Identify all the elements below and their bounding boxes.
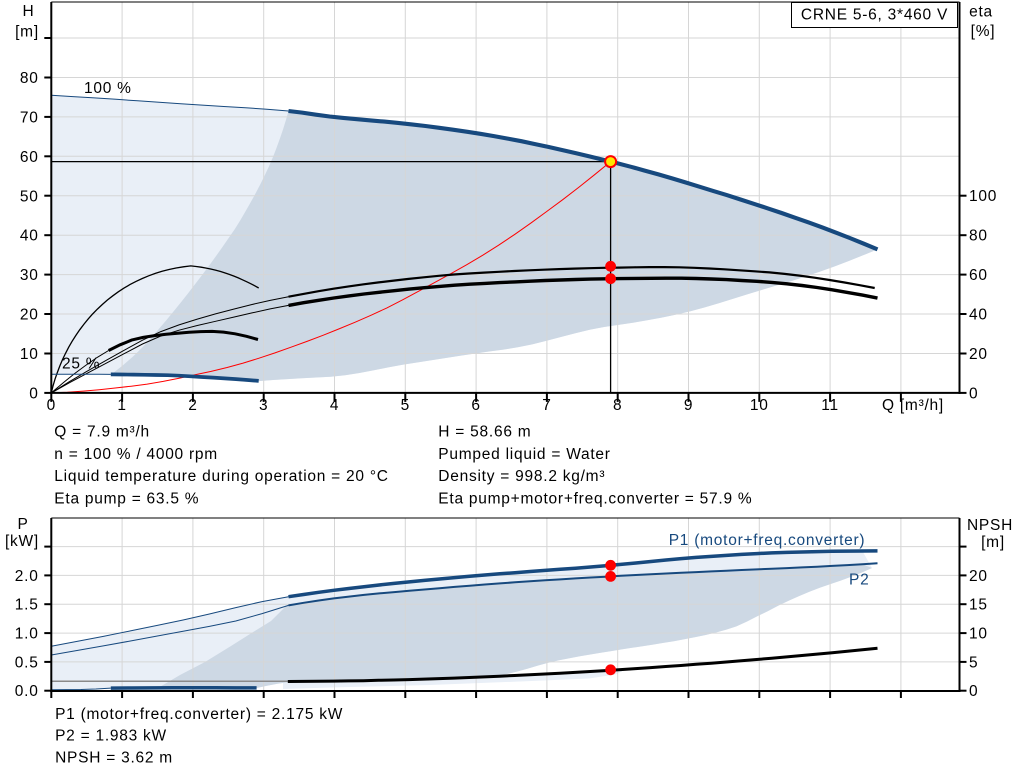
svg-text:60: 60 <box>20 149 39 166</box>
svg-text:30: 30 <box>20 267 39 284</box>
svg-text:3: 3 <box>259 397 268 414</box>
svg-text:50: 50 <box>20 188 39 205</box>
svg-text:40: 40 <box>20 228 39 245</box>
svg-text:9: 9 <box>684 397 693 414</box>
svg-text:NPSH = 3.62 m: NPSH = 3.62 m <box>55 749 173 766</box>
svg-text:P: P <box>17 516 28 533</box>
svg-text:P1 (motor+freq.converter): P1 (motor+freq.converter) <box>669 532 866 549</box>
svg-text:0: 0 <box>969 385 978 402</box>
svg-text:70: 70 <box>20 109 39 126</box>
svg-text:15: 15 <box>969 597 988 614</box>
svg-text:Q [m³/h]: Q [m³/h] <box>882 397 944 414</box>
svg-text:[kW]: [kW] <box>5 533 39 550</box>
svg-text:80: 80 <box>20 70 39 87</box>
svg-text:Pumped liquid = Water: Pumped liquid = Water <box>438 446 610 463</box>
svg-text:60: 60 <box>969 267 988 284</box>
svg-text:20: 20 <box>969 568 988 585</box>
svg-text:10: 10 <box>20 346 39 363</box>
svg-text:eta: eta <box>969 3 993 20</box>
svg-text:6: 6 <box>471 397 480 414</box>
svg-text:Q = 7.9 m³/h: Q = 7.9 m³/h <box>54 424 150 441</box>
svg-text:25 %: 25 % <box>62 356 100 373</box>
svg-text:40: 40 <box>969 307 988 324</box>
svg-text:0.0: 0.0 <box>15 683 39 700</box>
svg-text:80: 80 <box>969 228 988 245</box>
svg-text:0.5: 0.5 <box>15 654 39 671</box>
svg-text:0: 0 <box>47 397 56 414</box>
svg-text:Liquid temperature during oper: Liquid temperature during operation = 20… <box>54 468 388 485</box>
svg-text:7: 7 <box>542 397 551 414</box>
svg-text:Eta pump = 63.5 %: Eta pump = 63.5 % <box>54 491 199 508</box>
svg-text:[m]: [m] <box>981 534 1005 551</box>
svg-text:P2 = 1.983 kW: P2 = 1.983 kW <box>55 727 167 744</box>
svg-text:1.0: 1.0 <box>15 626 39 643</box>
svg-text:11: 11 <box>821 397 839 414</box>
svg-text:1.5: 1.5 <box>15 597 39 614</box>
svg-text:NPSH: NPSH <box>967 517 1013 534</box>
svg-text:4: 4 <box>330 397 339 414</box>
svg-text:1: 1 <box>117 397 126 414</box>
svg-text:2.0: 2.0 <box>15 568 39 585</box>
svg-text:n = 100 % / 4000 rpm: n = 100 % / 4000 rpm <box>54 446 218 463</box>
svg-text:20: 20 <box>969 346 988 363</box>
svg-text:100: 100 <box>969 188 997 205</box>
svg-text:[m]: [m] <box>15 23 39 40</box>
svg-text:[%]: [%] <box>971 23 996 40</box>
svg-text:10: 10 <box>750 397 769 414</box>
svg-text:P2: P2 <box>849 572 869 589</box>
svg-text:20: 20 <box>20 307 39 324</box>
svg-text:8: 8 <box>613 397 622 414</box>
svg-text:5: 5 <box>969 654 978 671</box>
svg-text:100 %: 100 % <box>84 80 132 97</box>
svg-text:Eta pump+motor+freq.converter: Eta pump+motor+freq.converter = 57.9 % <box>438 491 752 508</box>
svg-text:5: 5 <box>401 397 410 414</box>
svg-text:P1 (motor+freq.converter) = 2.: P1 (motor+freq.converter) = 2.175 kW <box>55 706 343 723</box>
svg-text:H: H <box>23 3 35 20</box>
svg-text:Density = 998.2 kg/m³: Density = 998.2 kg/m³ <box>438 468 605 485</box>
svg-text:0: 0 <box>969 683 978 700</box>
svg-text:H = 58.66 m: H = 58.66 m <box>438 424 531 441</box>
svg-text:0: 0 <box>29 385 38 402</box>
svg-text:2: 2 <box>188 397 197 414</box>
svg-text:10: 10 <box>969 626 988 643</box>
svg-text:CRNE 5-6, 3*460 V: CRNE 5-6, 3*460 V <box>801 7 948 24</box>
